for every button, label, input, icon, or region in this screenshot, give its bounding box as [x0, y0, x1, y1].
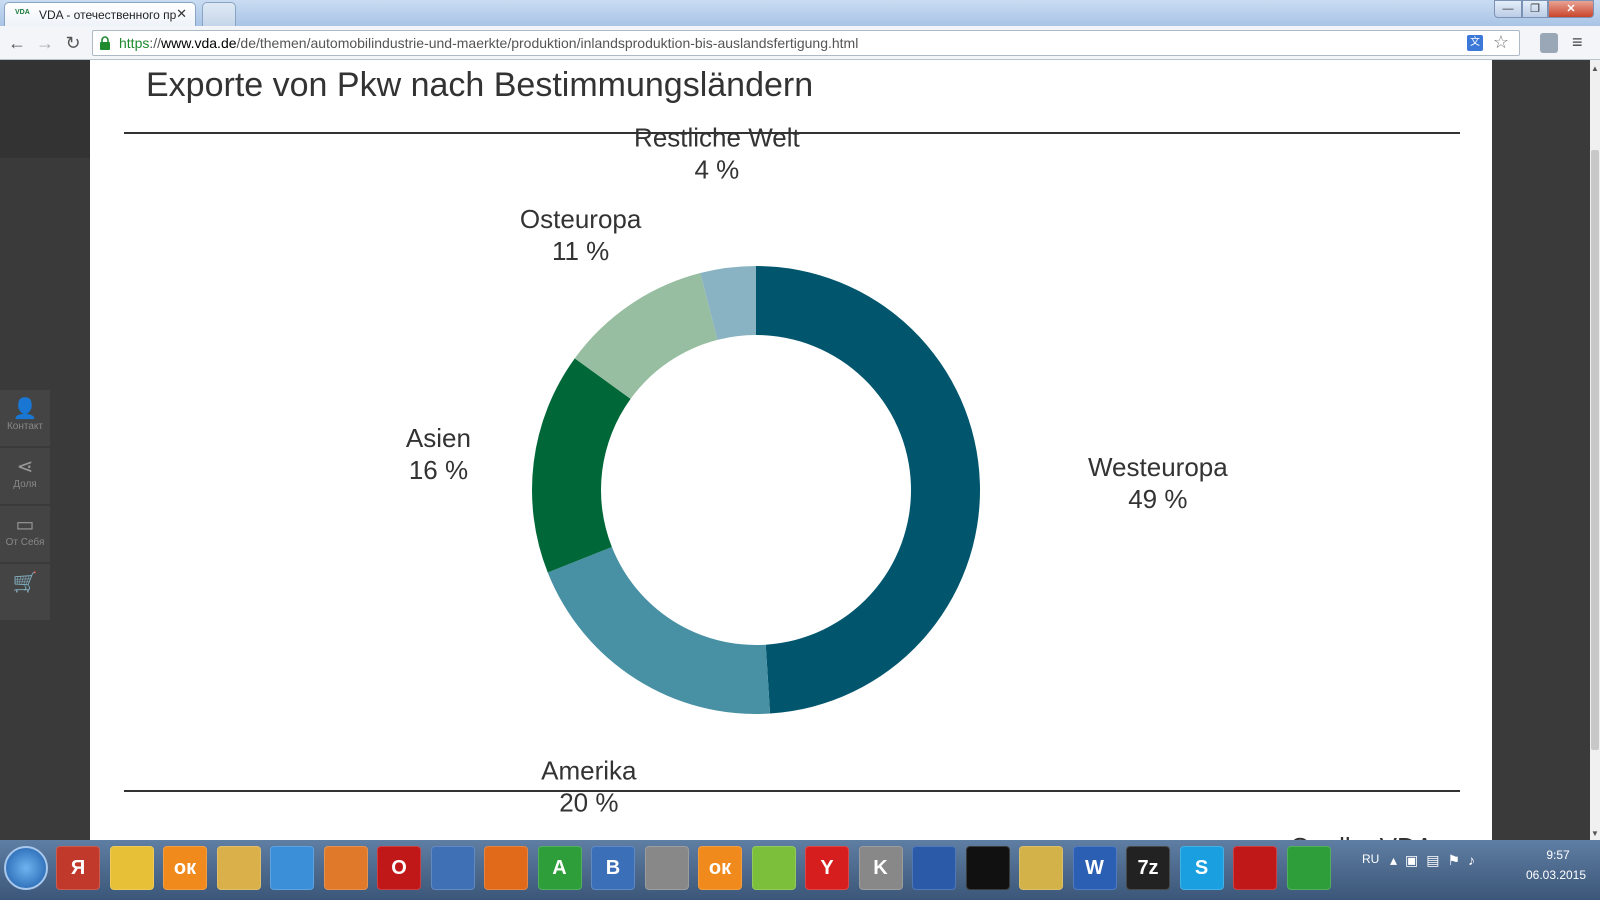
- slice-value-label: 4 %: [694, 154, 739, 184]
- sidebar-item-label: Контакт: [6, 421, 43, 432]
- new-tab-button[interactable]: [202, 2, 236, 26]
- bottom-rule: [124, 790, 1460, 792]
- person-icon: 👤: [12, 398, 38, 420]
- slice-value-label: 49 %: [1128, 484, 1187, 514]
- taskbar-app-icon[interactable]: [644, 846, 689, 890]
- tab-title: VDA - отечественного пр: [39, 8, 177, 22]
- minimize-button[interactable]: —: [1494, 0, 1522, 18]
- taskbar-app-icon[interactable]: Y: [805, 846, 849, 890]
- top-rule: [124, 132, 1460, 134]
- back-button[interactable]: ←: [8, 33, 26, 53]
- slice-label: Westeuropa: [1088, 452, 1228, 482]
- donut-slice-restliche-welt: [700, 266, 756, 340]
- slice-label: Amerika: [541, 755, 637, 785]
- taskbar-app-icon[interactable]: [1019, 846, 1063, 890]
- donut-slice-asien: [532, 358, 631, 573]
- slice-label: Asien: [406, 423, 471, 453]
- scroll-thumb[interactable]: [1591, 150, 1599, 750]
- system-tray-icons[interactable]: ▴▣▤⚑♪: [1390, 852, 1484, 868]
- slice-value-label: 11 %: [552, 236, 609, 266]
- sidebar-item-share[interactable]: ⋖ Доля: [0, 448, 50, 505]
- page-content: Exporte von Pkw nach Bestimmungsländern …: [90, 60, 1492, 840]
- print-icon: ▭: [15, 514, 35, 536]
- source-note: Quelle: VDA: [1290, 832, 1433, 840]
- lock-icon: [100, 36, 110, 50]
- menu-icon[interactable]: ≡: [1572, 32, 1583, 52]
- vertical-scrollbar[interactable]: ▲ ▼: [1590, 60, 1600, 840]
- taskbar-app-icon[interactable]: O: [377, 846, 421, 890]
- cart-icon: 🛒: [12, 572, 38, 594]
- forward-button[interactable]: →: [36, 33, 54, 53]
- donut-slice-osteuropa: [574, 273, 718, 399]
- browser-tab[interactable]: VDA VDA - отечественного пр ✕: [4, 2, 196, 26]
- start-button[interactable]: [4, 846, 48, 890]
- address-bar[interactable]: https://www.vda.de/de/themen/automobilin…: [92, 30, 1520, 56]
- maximize-button[interactable]: ❐: [1522, 0, 1548, 18]
- taskbar-app-icon[interactable]: [751, 846, 796, 890]
- translate-icon[interactable]: 文: [1467, 35, 1483, 51]
- taskbar-app-icon[interactable]: [1286, 846, 1331, 890]
- reload-button[interactable]: ↻: [65, 33, 81, 53]
- donut-slice-westeuropa: [756, 266, 981, 714]
- page-viewport: Exporte von Pkw nach Bestimmungsländern …: [0, 60, 1600, 840]
- taskbar-app-icon[interactable]: [216, 846, 261, 890]
- clock-date[interactable]: 06.03.2015: [1525, 868, 1587, 882]
- vda-favicon-icon: VDA: [15, 9, 30, 16]
- language-indicator[interactable]: RU: [1362, 852, 1380, 866]
- browser-toolbar: ← → ↻ https://www.vda.de/de/themen/autom…: [0, 26, 1600, 60]
- sidebar-item-cart[interactable]: 🛒: [0, 564, 50, 621]
- taskbar-app-icon[interactable]: [109, 846, 154, 890]
- taskbar-app-icon[interactable]: [965, 846, 1010, 890]
- clock-time[interactable]: 9:57: [1546, 848, 1570, 862]
- sidebar-item-label: От Себя: [5, 537, 45, 548]
- share-icon: ⋖: [16, 456, 34, 478]
- slice-value-label: 16 %: [409, 455, 468, 485]
- tab-close-icon[interactable]: ✕: [176, 6, 187, 21]
- taskbar-app-icon[interactable]: [912, 846, 956, 890]
- taskbar-app-icon[interactable]: [323, 846, 368, 890]
- scroll-up-arrow-icon[interactable]: ▲: [1591, 64, 1599, 73]
- taskbar-app-icon[interactable]: 7z: [1126, 846, 1170, 890]
- bookmark-star-icon[interactable]: ☆: [1492, 32, 1509, 52]
- scroll-down-arrow-icon[interactable]: ▼: [1591, 829, 1599, 838]
- taskbar-app-icon[interactable]: [1233, 846, 1277, 890]
- left-band: [0, 60, 90, 158]
- taskbar-app-icon[interactable]: [484, 846, 528, 890]
- taskbar-app-icon[interactable]: Я: [56, 846, 100, 890]
- sidebar-item-contact[interactable]: 👤 Контакт: [0, 390, 50, 447]
- extension-icon[interactable]: [1540, 33, 1558, 53]
- url-text: https://www.vda.de/de/themen/automobilin…: [119, 35, 859, 51]
- taskbar-app-icon[interactable]: B: [591, 846, 635, 890]
- slice-value-label: 20 %: [559, 787, 618, 817]
- sidebar-item-print[interactable]: ▭ От Себя: [0, 506, 50, 563]
- close-window-button[interactable]: ✕: [1548, 0, 1594, 18]
- page-title: Exporte von Pkw nach Bestimmungsländern: [146, 66, 814, 104]
- taskbar-app-icon[interactable]: [430, 846, 475, 890]
- slice-label: Restliche Welt: [634, 122, 800, 152]
- taskbar-app-icon[interactable]: K: [858, 846, 903, 890]
- right-band: [1492, 60, 1590, 840]
- taskbar-app-icon[interactable]: S: [1179, 846, 1224, 890]
- window-title-bar: VDA VDA - отечественного пр ✕ — ❐ ✕: [0, 0, 1600, 26]
- taskbar-app-icon[interactable]: W: [1072, 846, 1117, 890]
- taskbar-app-icon[interactable]: ок: [698, 846, 742, 890]
- slice-label: Osteuropa: [520, 204, 642, 234]
- donut-slice-amerika: [547, 547, 771, 714]
- taskbar-app-icon[interactable]: A: [537, 846, 582, 890]
- taskbar-app-icon[interactable]: [270, 846, 314, 890]
- sidebar-item-label: Доля: [13, 479, 37, 490]
- taskbar-app-icon[interactable]: ок: [163, 846, 207, 890]
